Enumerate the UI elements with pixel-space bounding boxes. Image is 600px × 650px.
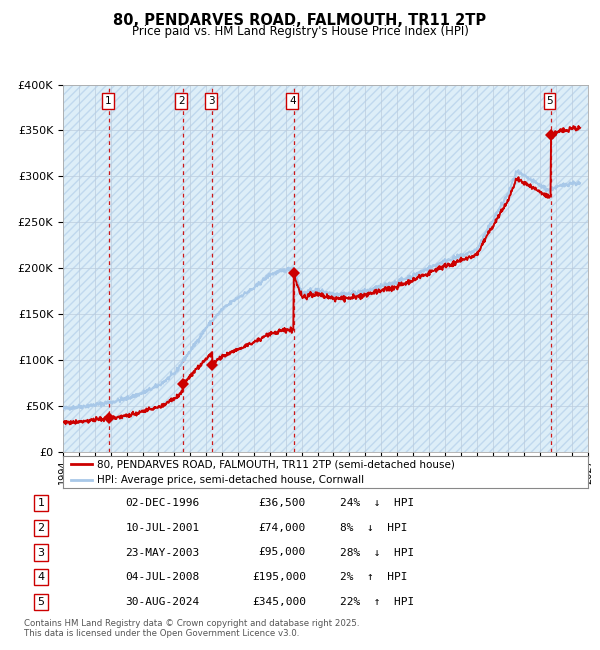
Text: 2%  ↑  HPI: 2% ↑ HPI xyxy=(340,572,407,582)
Text: 10-JUL-2001: 10-JUL-2001 xyxy=(125,523,200,533)
Text: 02-DEC-1996: 02-DEC-1996 xyxy=(125,498,200,508)
Text: 1: 1 xyxy=(105,96,112,106)
Text: 1: 1 xyxy=(37,498,44,508)
Text: 80, PENDARVES ROAD, FALMOUTH, TR11 2TP: 80, PENDARVES ROAD, FALMOUTH, TR11 2TP xyxy=(113,13,487,28)
Text: 2: 2 xyxy=(37,523,44,533)
Text: 4: 4 xyxy=(289,96,296,106)
Text: 24%  ↓  HPI: 24% ↓ HPI xyxy=(340,498,414,508)
Text: Price paid vs. HM Land Registry's House Price Index (HPI): Price paid vs. HM Land Registry's House … xyxy=(131,25,469,38)
Text: 04-JUL-2008: 04-JUL-2008 xyxy=(125,572,200,582)
Text: 80, PENDARVES ROAD, FALMOUTH, TR11 2TP (semi-detached house): 80, PENDARVES ROAD, FALMOUTH, TR11 2TP (… xyxy=(97,460,455,469)
Text: HPI: Average price, semi-detached house, Cornwall: HPI: Average price, semi-detached house,… xyxy=(97,475,364,485)
Text: 8%  ↓  HPI: 8% ↓ HPI xyxy=(340,523,407,533)
Text: Contains HM Land Registry data © Crown copyright and database right 2025.
This d: Contains HM Land Registry data © Crown c… xyxy=(24,619,359,638)
Text: £74,000: £74,000 xyxy=(259,523,306,533)
Text: 3: 3 xyxy=(208,96,214,106)
Text: £36,500: £36,500 xyxy=(259,498,306,508)
Text: 5: 5 xyxy=(37,597,44,607)
Text: £195,000: £195,000 xyxy=(252,572,306,582)
Text: £345,000: £345,000 xyxy=(252,597,306,607)
Text: 3: 3 xyxy=(37,547,44,558)
Text: £95,000: £95,000 xyxy=(259,547,306,558)
Text: 30-AUG-2024: 30-AUG-2024 xyxy=(125,597,200,607)
Text: 4: 4 xyxy=(37,572,44,582)
Text: 22%  ↑  HPI: 22% ↑ HPI xyxy=(340,597,414,607)
Text: 23-MAY-2003: 23-MAY-2003 xyxy=(125,547,200,558)
Text: 2: 2 xyxy=(178,96,185,106)
Text: 5: 5 xyxy=(546,96,553,106)
Text: 28%  ↓  HPI: 28% ↓ HPI xyxy=(340,547,414,558)
